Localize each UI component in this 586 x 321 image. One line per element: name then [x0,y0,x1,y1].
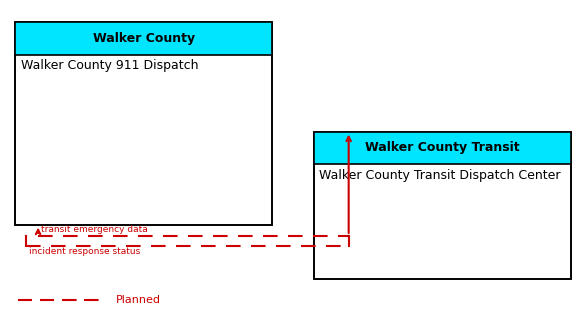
Text: Walker County 911 Dispatch: Walker County 911 Dispatch [21,59,198,72]
Bar [314,132,571,164]
Text: Planned: Planned [115,295,161,305]
Bar [15,22,272,225]
Text: transit emergency data: transit emergency data [41,225,148,234]
Text: Walker County Transit Dispatch Center: Walker County Transit Dispatch Center [319,169,561,181]
Bar [314,132,571,279]
Text: Walker County Transit: Walker County Transit [365,141,520,154]
Bar [15,22,272,225]
Text: incident response status: incident response status [29,247,141,256]
Text: Walker County: Walker County [93,32,195,45]
Bar [314,132,571,279]
Bar [15,22,272,55]
